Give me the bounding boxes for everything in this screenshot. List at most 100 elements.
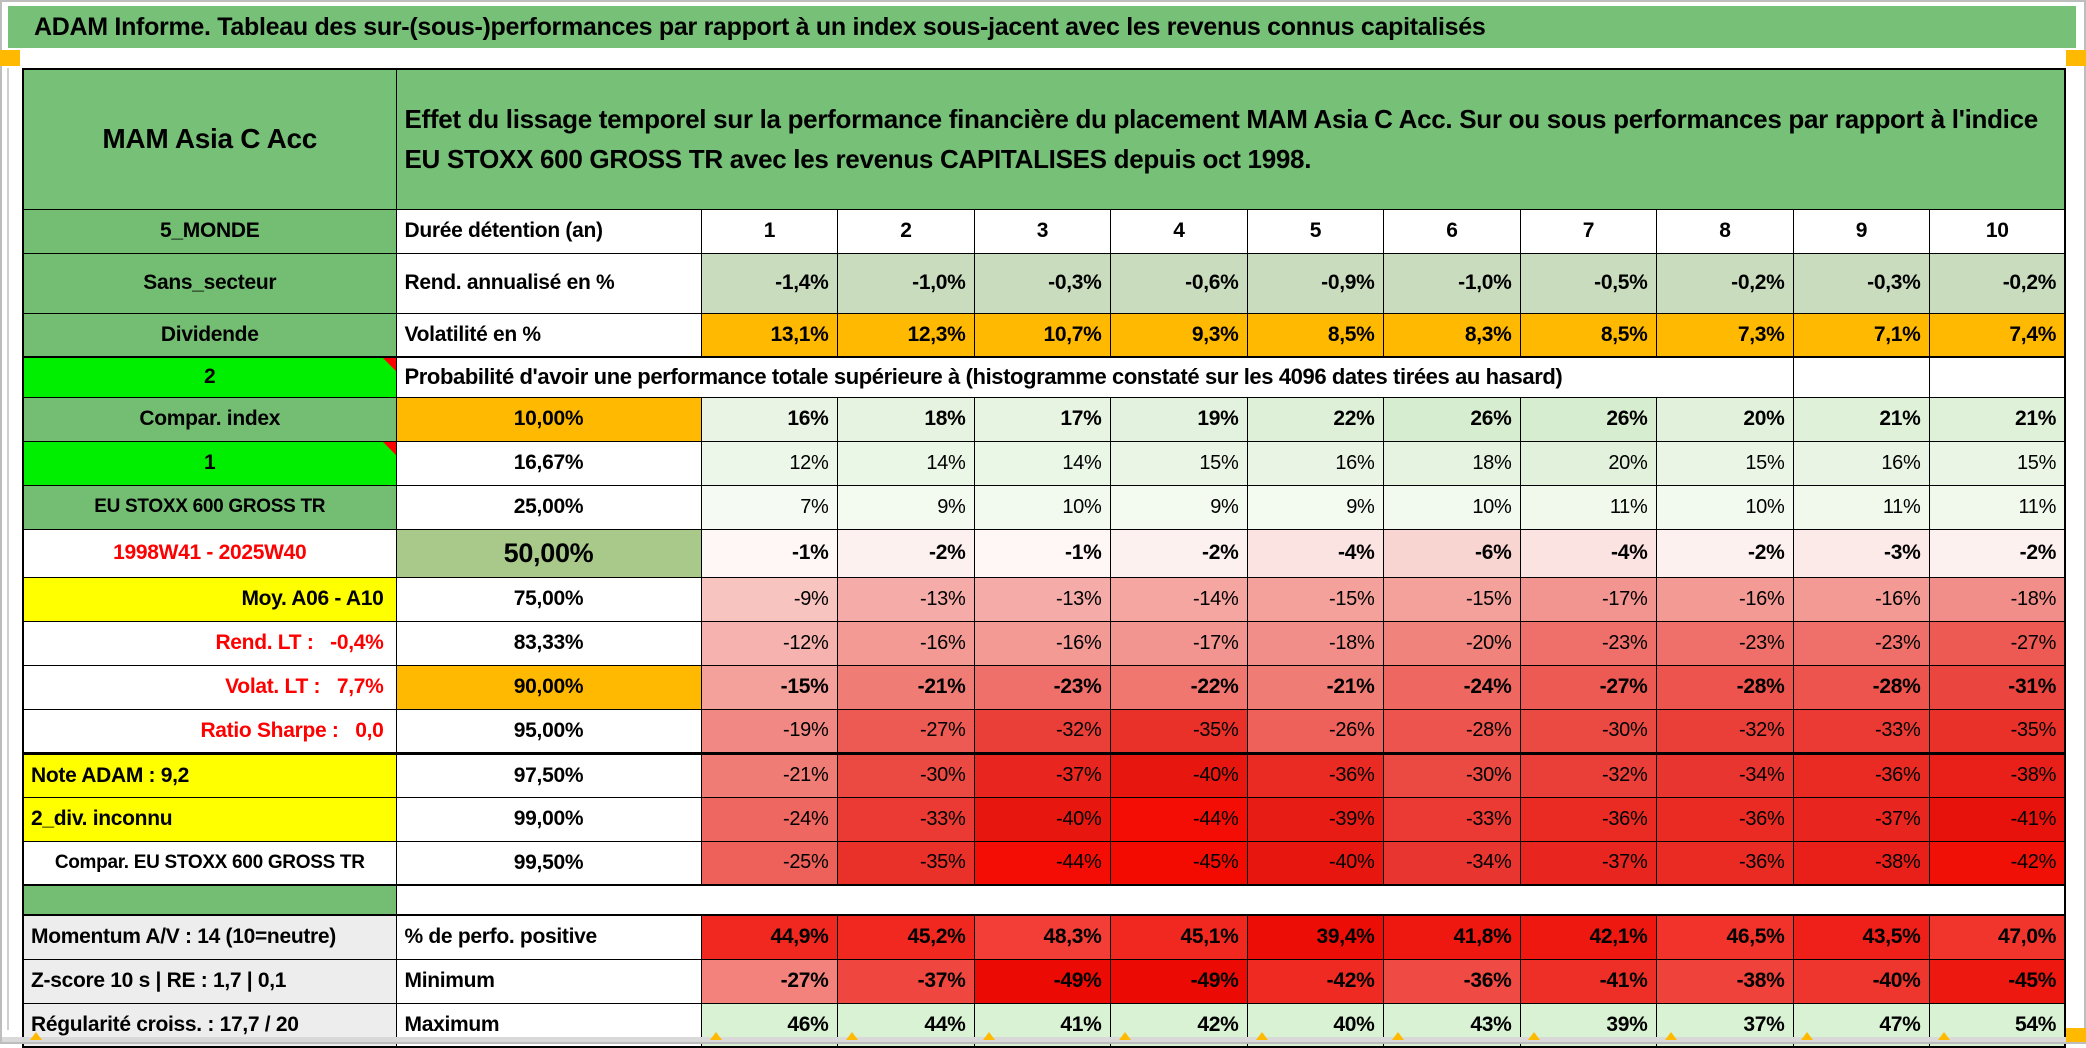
row-p8333-cell-1[interactable]: -12%	[700, 620, 838, 666]
row-p95-label[interactable]: Ratio Sharpe : 0,0	[22, 708, 397, 754]
row-p995-cell-3[interactable]: -44%	[973, 840, 1111, 886]
row-p975-cell-7[interactable]: -32%	[1519, 751, 1657, 798]
row-volatilite-cell-3[interactable]: 10,7%	[973, 312, 1111, 358]
row-p8333-cell-3[interactable]: -16%	[973, 620, 1111, 666]
row-p1667-cell-3[interactable]: 14%	[973, 440, 1111, 486]
row-rendement-cell-8[interactable]: -0,2%	[1655, 252, 1794, 314]
row-p25-cell-1[interactable]: 7%	[700, 484, 838, 530]
row-perfo-positive-label[interactable]: Momentum A/V : 14 (10=neutre)	[22, 914, 397, 960]
row-p10-cell-7[interactable]: 26%	[1519, 396, 1657, 442]
row-p99-cell-6[interactable]: -33%	[1382, 796, 1521, 842]
row-p25-cell-9[interactable]: 11%	[1792, 484, 1930, 530]
row-p50-cell-6[interactable]: -6%	[1382, 528, 1521, 578]
row-p1667-cell-9[interactable]: 16%	[1792, 440, 1930, 486]
row-p995-cell-8[interactable]: -36%	[1655, 840, 1794, 886]
row-p10-cell-5[interactable]: 22%	[1246, 396, 1384, 442]
row-p975-cell-1[interactable]: -21%	[700, 751, 838, 798]
row-p99-cell-1[interactable]: -24%	[700, 796, 838, 842]
row-p975-cell-8[interactable]: -34%	[1655, 751, 1794, 798]
row-p90-label[interactable]: Volat. LT : 7,7%	[22, 664, 397, 710]
row-proba-titre-empty-2[interactable]	[1928, 356, 2066, 398]
row-p99-cell-5[interactable]: -39%	[1246, 796, 1384, 842]
row-p8333-cell-8[interactable]: -23%	[1655, 620, 1794, 666]
row-p90-cell-1[interactable]: -15%	[700, 664, 838, 710]
row-rendement-cell-9[interactable]: -0,3%	[1792, 252, 1930, 314]
row-duree-measure[interactable]: Durée détention (an)	[395, 208, 702, 254]
row-p99-cell-9[interactable]: -37%	[1792, 796, 1930, 842]
row-volatilite-label[interactable]: Dividende	[22, 312, 397, 358]
row-duree-cell-6[interactable]: 6	[1382, 208, 1521, 254]
row-perfo-positive-measure[interactable]: % de perfo. positive	[395, 914, 702, 960]
row-p975-label[interactable]: Note ADAM : 9,2	[22, 751, 397, 798]
row-p75-cell-8[interactable]: -16%	[1655, 576, 1794, 622]
row-p25-cell-2[interactable]: 9%	[836, 484, 975, 530]
row-p8333-cell-9[interactable]: -23%	[1792, 620, 1930, 666]
row-p50-cell-8[interactable]: -2%	[1655, 528, 1794, 578]
row-p995-cell-4[interactable]: -45%	[1109, 840, 1248, 886]
row-volatilite-measure[interactable]: Volatilité en %	[395, 312, 702, 358]
row-p90-cell-2[interactable]: -21%	[836, 664, 975, 710]
row-p995-cell-5[interactable]: -40%	[1246, 840, 1384, 886]
row-p8333-cell-7[interactable]: -23%	[1519, 620, 1657, 666]
row-volatilite-cell-9[interactable]: 7,1%	[1792, 312, 1930, 358]
row-p8333-cell-4[interactable]: -17%	[1109, 620, 1248, 666]
row-proba-titre-text[interactable]: Probabilité d'avoir une performance tota…	[395, 356, 1794, 398]
row-p25-label[interactable]: EU STOXX 600 GROSS TR	[22, 484, 397, 530]
row-perfo-positive-cell-10[interactable]: 47,0%	[1928, 914, 2066, 960]
row-p95-cell-10[interactable]: -35%	[1928, 708, 2066, 754]
row-volatilite-cell-1[interactable]: 13,1%	[700, 312, 838, 358]
row-p75-cell-1[interactable]: -9%	[700, 576, 838, 622]
row-p95-cell-6[interactable]: -28%	[1382, 708, 1521, 754]
row-p50-cell-3[interactable]: -1%	[973, 528, 1111, 578]
row-perfo-positive-cell-4[interactable]: 45,1%	[1109, 914, 1248, 960]
row-duree-cell-3[interactable]: 3	[973, 208, 1111, 254]
row-rendement-cell-7[interactable]: -0,5%	[1519, 252, 1657, 314]
row-perfo-positive-cell-3[interactable]: 48,3%	[973, 914, 1111, 960]
row-p995-cell-10[interactable]: -42%	[1928, 840, 2066, 886]
row-p1667-cell-1[interactable]: 12%	[700, 440, 838, 486]
row-p99-cell-7[interactable]: -36%	[1519, 796, 1657, 842]
row-p10-cell-2[interactable]: 18%	[836, 396, 975, 442]
sheet-title[interactable]: ADAM Informe. Tableau des sur-(sous-)per…	[8, 6, 2076, 48]
row-p99-measure[interactable]: 99,00%	[395, 796, 702, 842]
row-minimum-cell-3[interactable]: -49%	[973, 958, 1111, 1004]
row-p25-cell-6[interactable]: 10%	[1382, 484, 1521, 530]
row-p25-cell-8[interactable]: 10%	[1655, 484, 1794, 530]
row-minimum-cell-9[interactable]: -40%	[1792, 958, 1930, 1004]
row-volatilite-cell-6[interactable]: 8,3%	[1382, 312, 1521, 358]
row-p1667-cell-2[interactable]: 14%	[836, 440, 975, 486]
row-perfo-positive-cell-1[interactable]: 44,9%	[700, 914, 838, 960]
row-p99-cell-10[interactable]: -41%	[1928, 796, 2066, 842]
row-p95-cell-2[interactable]: -27%	[836, 708, 975, 754]
row-proba-titre-label[interactable]: 2	[22, 356, 397, 398]
row-p75-cell-4[interactable]: -14%	[1109, 576, 1248, 622]
row-p975-cell-10[interactable]: -38%	[1928, 751, 2066, 798]
row-volatilite-cell-5[interactable]: 8,5%	[1246, 312, 1384, 358]
row-duree-cell-8[interactable]: 8	[1655, 208, 1794, 254]
row-p75-cell-5[interactable]: -15%	[1246, 576, 1384, 622]
row-p75-cell-2[interactable]: -13%	[836, 576, 975, 622]
row-p1667-cell-8[interactable]: 15%	[1655, 440, 1794, 486]
row-p50-cell-7[interactable]: -4%	[1519, 528, 1657, 578]
row-p90-cell-5[interactable]: -21%	[1246, 664, 1384, 710]
row-p975-cell-4[interactable]: -40%	[1109, 751, 1248, 798]
row-p10-cell-4[interactable]: 19%	[1109, 396, 1248, 442]
row-p975-cell-2[interactable]: -30%	[836, 751, 975, 798]
row-p975-cell-6[interactable]: -30%	[1382, 751, 1521, 798]
row-duree-cell-1[interactable]: 1	[700, 208, 838, 254]
row-p75-measure[interactable]: 75,00%	[395, 576, 702, 622]
row-minimum-cell-2[interactable]: -37%	[836, 958, 975, 1004]
row-p995-measure[interactable]: 99,50%	[395, 840, 702, 886]
row-p95-cell-3[interactable]: -32%	[973, 708, 1111, 754]
row-p10-cell-8[interactable]: 20%	[1655, 396, 1794, 442]
row-p1667-cell-6[interactable]: 18%	[1382, 440, 1521, 486]
row-rendement-cell-10[interactable]: -0,2%	[1928, 252, 2066, 314]
row-rendement-cell-4[interactable]: -0,6%	[1109, 252, 1248, 314]
row-perfo-positive-cell-7[interactable]: 42,1%	[1519, 914, 1657, 960]
row-minimum-label[interactable]: Z-score 10 s | RE : 1,7 | 0,1	[22, 958, 397, 1004]
row-p50-cell-2[interactable]: -2%	[836, 528, 975, 578]
row-p8333-cell-2[interactable]: -16%	[836, 620, 975, 666]
row-p8333-measure[interactable]: 83,33%	[395, 620, 702, 666]
row-p1667-cell-5[interactable]: 16%	[1246, 440, 1384, 486]
row-p1667-cell-7[interactable]: 20%	[1519, 440, 1657, 486]
